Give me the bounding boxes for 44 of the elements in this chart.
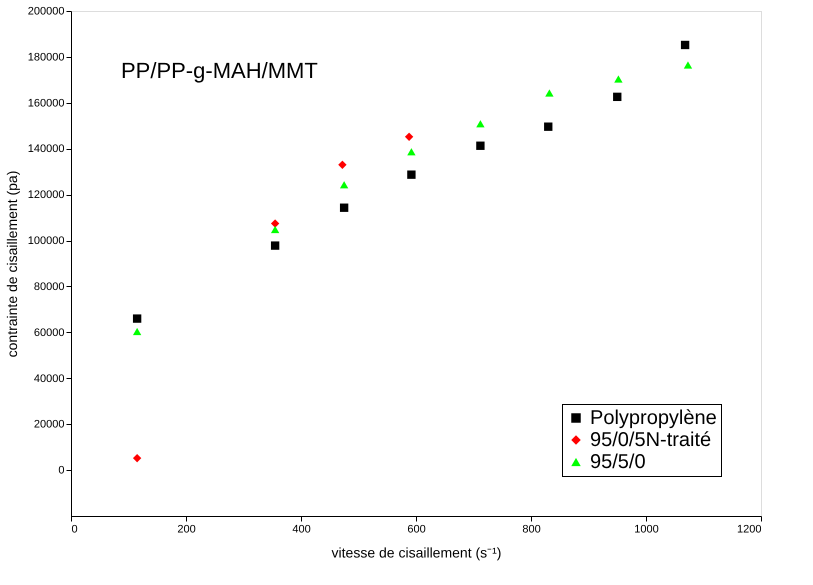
annotation: PP/PP-g-MAH/MMT — [121, 58, 318, 83]
y-tick-label: 160000 — [28, 97, 64, 110]
y-tick-label: 120000 — [28, 189, 64, 202]
x-tick-label: 0 — [72, 524, 78, 536]
legend-label: Polypropylène — [590, 407, 717, 429]
y-tick-label: 180000 — [28, 51, 64, 64]
x-tick-label: 600 — [407, 524, 426, 536]
y-tick-label: 20000 — [34, 418, 64, 431]
x-tick-label: 400 — [292, 524, 311, 536]
y-tick-label: 140000 — [28, 143, 64, 156]
point — [407, 170, 416, 179]
y-tick-label: 40000 — [34, 372, 64, 385]
y-tick-label: 80000 — [34, 280, 64, 293]
y-tick-label: 60000 — [34, 326, 64, 339]
point — [404, 132, 414, 141]
legend-label: 95/0/5N-traité — [590, 429, 712, 451]
x-tick-label: 200 — [177, 524, 196, 536]
x-tick-label: 1000 — [634, 524, 659, 536]
point — [544, 122, 552, 131]
point — [545, 89, 554, 97]
point — [270, 241, 280, 250]
legend-label: 95/5/0 — [590, 451, 646, 473]
point — [614, 75, 623, 83]
x-axis-title: vitesse de cisaillement (s⁻¹) — [332, 544, 502, 560]
point — [132, 454, 142, 462]
point — [407, 148, 416, 156]
y-tick-label: 100000 — [28, 235, 64, 248]
point — [338, 160, 347, 169]
y-tick-label: 200000 — [28, 6, 64, 18]
point — [340, 181, 348, 188]
point — [340, 204, 348, 212]
x-tick-label: 1200 — [737, 524, 762, 536]
x-tick-label: 800 — [522, 524, 541, 536]
point — [684, 61, 692, 69]
point — [270, 219, 280, 228]
point — [476, 142, 485, 150]
y-axis-title: contrainte de cisaillement (pa) — [4, 170, 20, 358]
point — [132, 328, 142, 336]
point — [476, 120, 485, 128]
y-tick-label: 0 — [58, 464, 64, 477]
point — [132, 314, 142, 323]
point — [270, 226, 280, 234]
point — [680, 40, 690, 50]
point — [613, 92, 622, 102]
